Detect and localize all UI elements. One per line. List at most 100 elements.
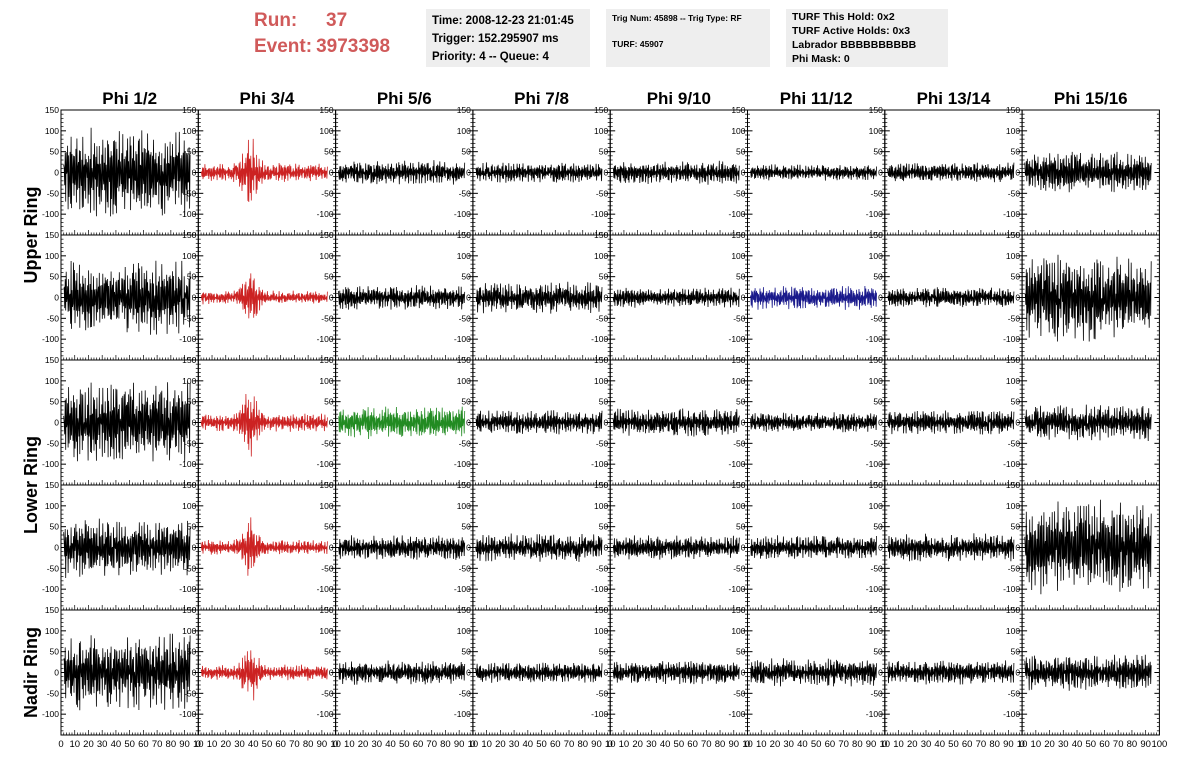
y-tick-label: -100 bbox=[866, 584, 883, 594]
y-tick-label: -100 bbox=[317, 209, 334, 219]
y-tick-label: 50 bbox=[1011, 647, 1021, 657]
x-tick-label: 80 bbox=[303, 739, 314, 750]
x-tick-label: 80 bbox=[577, 739, 588, 750]
y-tick-label: 0 bbox=[878, 418, 883, 428]
y-tick-label: 150 bbox=[731, 605, 745, 615]
y-tick-label: 50 bbox=[187, 522, 197, 532]
y-tick-label: -50 bbox=[184, 313, 197, 323]
y-tick-label: -100 bbox=[866, 709, 883, 719]
y-tick-label: 150 bbox=[457, 355, 471, 365]
y-tick-label: 0 bbox=[878, 168, 883, 178]
y-tick-label: 150 bbox=[319, 480, 333, 490]
y-tick-label: 100 bbox=[182, 251, 196, 261]
waveform-trace bbox=[612, 160, 740, 185]
waveform-trace bbox=[63, 518, 191, 579]
x-tick-label: 60 bbox=[962, 739, 973, 750]
x-tick-label: 10 bbox=[468, 739, 479, 750]
y-tick-label: 150 bbox=[731, 230, 745, 240]
y-tick-label: -50 bbox=[871, 313, 884, 323]
x-tick-label: 40 bbox=[660, 739, 671, 750]
y-tick-label: 0 bbox=[741, 418, 746, 428]
x-tick-label: 70 bbox=[701, 739, 712, 750]
x-tick-label: 30 bbox=[921, 739, 932, 750]
y-tick-label: 150 bbox=[869, 355, 883, 365]
x-tick-label: 10 bbox=[1031, 739, 1042, 750]
y-tick-label: 100 bbox=[731, 376, 745, 386]
x-tick-label: 80 bbox=[715, 739, 726, 750]
y-tick-label: 100 bbox=[319, 626, 333, 636]
y-tick-label: 0 bbox=[1015, 668, 1020, 678]
y-tick-label: 100 bbox=[182, 626, 196, 636]
row-title: Upper Ring bbox=[21, 187, 41, 284]
y-tick-label: -50 bbox=[596, 188, 609, 198]
x-tick-label: 30 bbox=[1058, 739, 1069, 750]
y-tick-label: 150 bbox=[182, 480, 196, 490]
y-tick-label: -100 bbox=[179, 709, 196, 719]
y-tick-label: 100 bbox=[869, 126, 883, 136]
x-tick-label: 10 bbox=[481, 739, 492, 750]
x-tick-label: 10 bbox=[207, 739, 218, 750]
waveform-trace bbox=[749, 412, 877, 433]
x-tick-label: 90 bbox=[1003, 739, 1014, 750]
y-tick-label: -100 bbox=[179, 459, 196, 469]
x-tick-label: 70 bbox=[976, 739, 987, 750]
y-tick-label: 0 bbox=[466, 168, 471, 178]
y-tick-label: 150 bbox=[731, 480, 745, 490]
column-title: Phi 15/16 bbox=[1054, 89, 1128, 108]
y-tick-label: -100 bbox=[454, 584, 471, 594]
waveform-trace bbox=[63, 381, 191, 462]
x-tick-label: 40 bbox=[934, 739, 945, 750]
waveform-trace bbox=[475, 281, 603, 314]
y-tick-label: 150 bbox=[457, 230, 471, 240]
waveform-trace bbox=[63, 260, 191, 335]
y-tick-label: 0 bbox=[878, 543, 883, 553]
y-tick-label: 150 bbox=[1006, 105, 1020, 115]
y-tick-label: 100 bbox=[45, 501, 59, 511]
x-tick-label: 60 bbox=[687, 739, 698, 750]
y-tick-label: -100 bbox=[317, 709, 334, 719]
y-tick-label: 0 bbox=[192, 668, 197, 678]
y-tick-label: 50 bbox=[324, 522, 334, 532]
y-tick-label: -50 bbox=[321, 313, 334, 323]
y-tick-label: 50 bbox=[736, 272, 746, 282]
y-tick-label: 150 bbox=[457, 105, 471, 115]
y-tick-label: -50 bbox=[1008, 438, 1021, 448]
y-tick-label: 0 bbox=[329, 293, 334, 303]
y-tick-label: 100 bbox=[869, 251, 883, 261]
x-tick-label: 70 bbox=[838, 739, 849, 750]
x-tick-label: 10 bbox=[330, 739, 341, 750]
waveform-trace bbox=[1024, 499, 1152, 595]
y-tick-label: 100 bbox=[1006, 251, 1020, 261]
waveform-trace bbox=[337, 285, 466, 310]
x-tick-label: 80 bbox=[989, 739, 1000, 750]
y-tick-label: -100 bbox=[591, 209, 608, 219]
y-tick-label: 150 bbox=[45, 355, 59, 365]
y-tick-label: -100 bbox=[866, 334, 883, 344]
x-tick-label: 10 bbox=[893, 739, 904, 750]
column-title: Phi 13/14 bbox=[917, 89, 991, 108]
y-tick-label: 150 bbox=[45, 605, 59, 615]
y-tick-label: 50 bbox=[599, 147, 609, 157]
y-tick-label: -100 bbox=[317, 584, 334, 594]
y-tick-label: -100 bbox=[728, 709, 745, 719]
waveform-trace bbox=[612, 535, 740, 560]
y-tick-label: 0 bbox=[329, 168, 334, 178]
y-tick-label: -100 bbox=[317, 459, 334, 469]
x-tick-label: 60 bbox=[275, 739, 286, 750]
x-tick-label: 0 bbox=[1019, 739, 1024, 750]
y-tick-label: 50 bbox=[324, 397, 334, 407]
y-tick-label: 150 bbox=[182, 230, 196, 240]
y-tick-label: 100 bbox=[457, 376, 471, 386]
y-tick-label: -100 bbox=[42, 209, 59, 219]
y-tick-label: 50 bbox=[599, 647, 609, 657]
x-tick-label: 10 bbox=[880, 739, 891, 750]
x-tick-label: 10 bbox=[605, 739, 616, 750]
y-tick-label: 150 bbox=[869, 105, 883, 115]
y-tick-label: 0 bbox=[603, 293, 608, 303]
time-info-box: Time: 2008-12-23 21:01:45 Trigger: 152.2… bbox=[426, 9, 590, 67]
y-tick-label: -50 bbox=[184, 688, 197, 698]
y-tick-label: 50 bbox=[187, 397, 197, 407]
y-tick-label: 50 bbox=[873, 522, 883, 532]
x-tick-label: 70 bbox=[426, 739, 437, 750]
column-title: Phi 11/12 bbox=[780, 89, 853, 108]
